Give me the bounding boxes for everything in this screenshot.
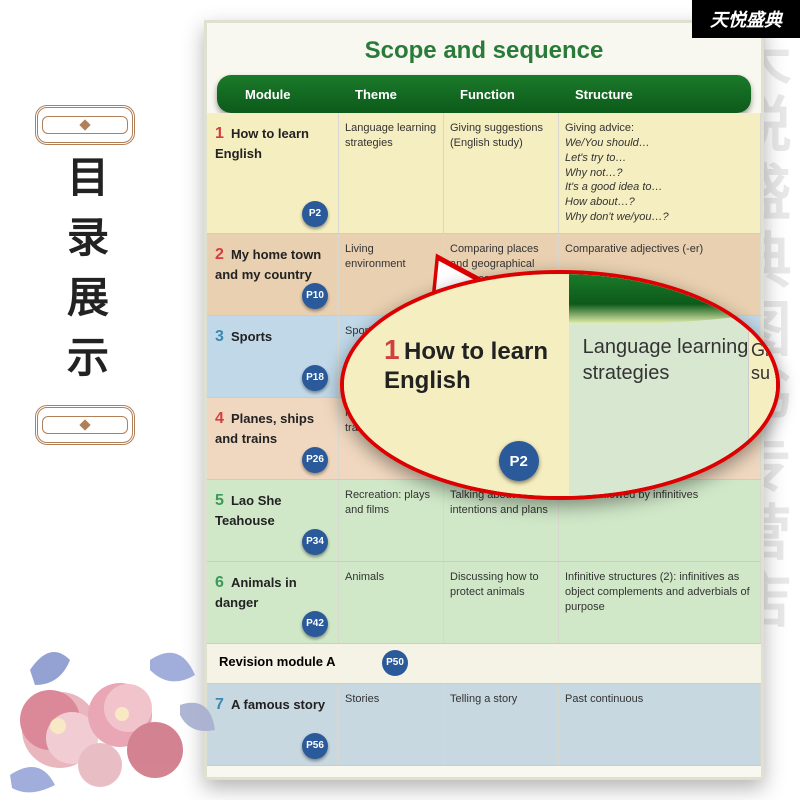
page-pill: P26 [302,447,328,473]
theme-cell: Animals [339,562,444,643]
col-structure: Structure [569,87,751,102]
page-title: Scope and sequence [207,23,761,75]
page-pill: P34 [302,529,328,555]
module-num: 5 [215,492,224,509]
page-pill: P56 [302,733,328,759]
theme-cell: Language learning strategies [339,113,444,233]
page-pill: P2 [302,201,328,227]
structure-cell: Infinitive structures (2): infinitives a… [559,562,761,643]
table-row: 7 A famous storyP56StoriesTelling a stor… [207,684,761,766]
table-row: 6 Animals in dangerP42AnimalsDiscussing … [207,562,761,644]
theme-cell: Stories [339,684,444,765]
table-header: Module Theme Function Structure [217,75,751,113]
module-title: Lao She Teahouse [215,493,282,528]
zoom-callout: 1 How to learn English P2 Language learn… [340,270,780,500]
module-cell: 4 Planes, ships and trainsP26 [207,398,339,479]
col-theme: Theme [349,87,454,102]
structure-cell: Past continuous [559,684,761,765]
table-row: 1 How to learn English P2 Language learnin… [207,113,761,234]
page-pill: P18 [302,365,328,391]
module-num: 3 [215,328,224,345]
sidebar: 目录展示 [35,105,135,451]
module-num: 2 [215,246,224,263]
structure-cell: Giving advice:We/You should…Let's try to… [559,113,761,233]
module-num: 1 [215,125,224,142]
module-cell: 1 How to learn English P2 [207,113,339,233]
function-cell: Discussing how to protect animals [444,562,559,643]
revision-row: Revision module A P50 [207,644,761,684]
revision-label: Revision module A [219,654,336,669]
col-module: Module [217,87,349,102]
sidebar-label: 目录展示 [55,155,116,395]
module-cell: 3 Sports P18 [207,316,339,397]
module-cell: 2 My home town and my countryP10 [207,234,339,315]
ornament-bottom [35,405,135,445]
zoom-module-title: How to learn English [384,338,548,394]
flower-decoration [0,540,230,800]
zoom-page-pill: P2 [499,441,539,481]
module-title: A famous story [231,697,325,712]
brand-banner: 天悦盛典 [692,0,800,38]
function-cell: Telling a story [444,684,559,765]
page-pill: P10 [302,283,328,309]
col-function: Function [454,87,569,102]
module-title: My home town and my country [215,247,321,282]
revision-page-pill: P50 [382,650,408,676]
zoom-module-cell: 1 How to learn English P2 [344,274,569,496]
zoom-module-num: 1 [384,334,400,365]
module-title: Sports [231,329,272,344]
module-num: 4 [215,410,224,427]
function-cell: Giving suggestions (English study) [444,113,559,233]
ornament-top [35,105,135,145]
zoom-cutoff-cell: Gi su [748,329,776,476]
module-title: How to learn English [215,126,309,161]
page-pill: P42 [302,611,328,637]
module-title: Planes, ships and trains [215,411,314,446]
